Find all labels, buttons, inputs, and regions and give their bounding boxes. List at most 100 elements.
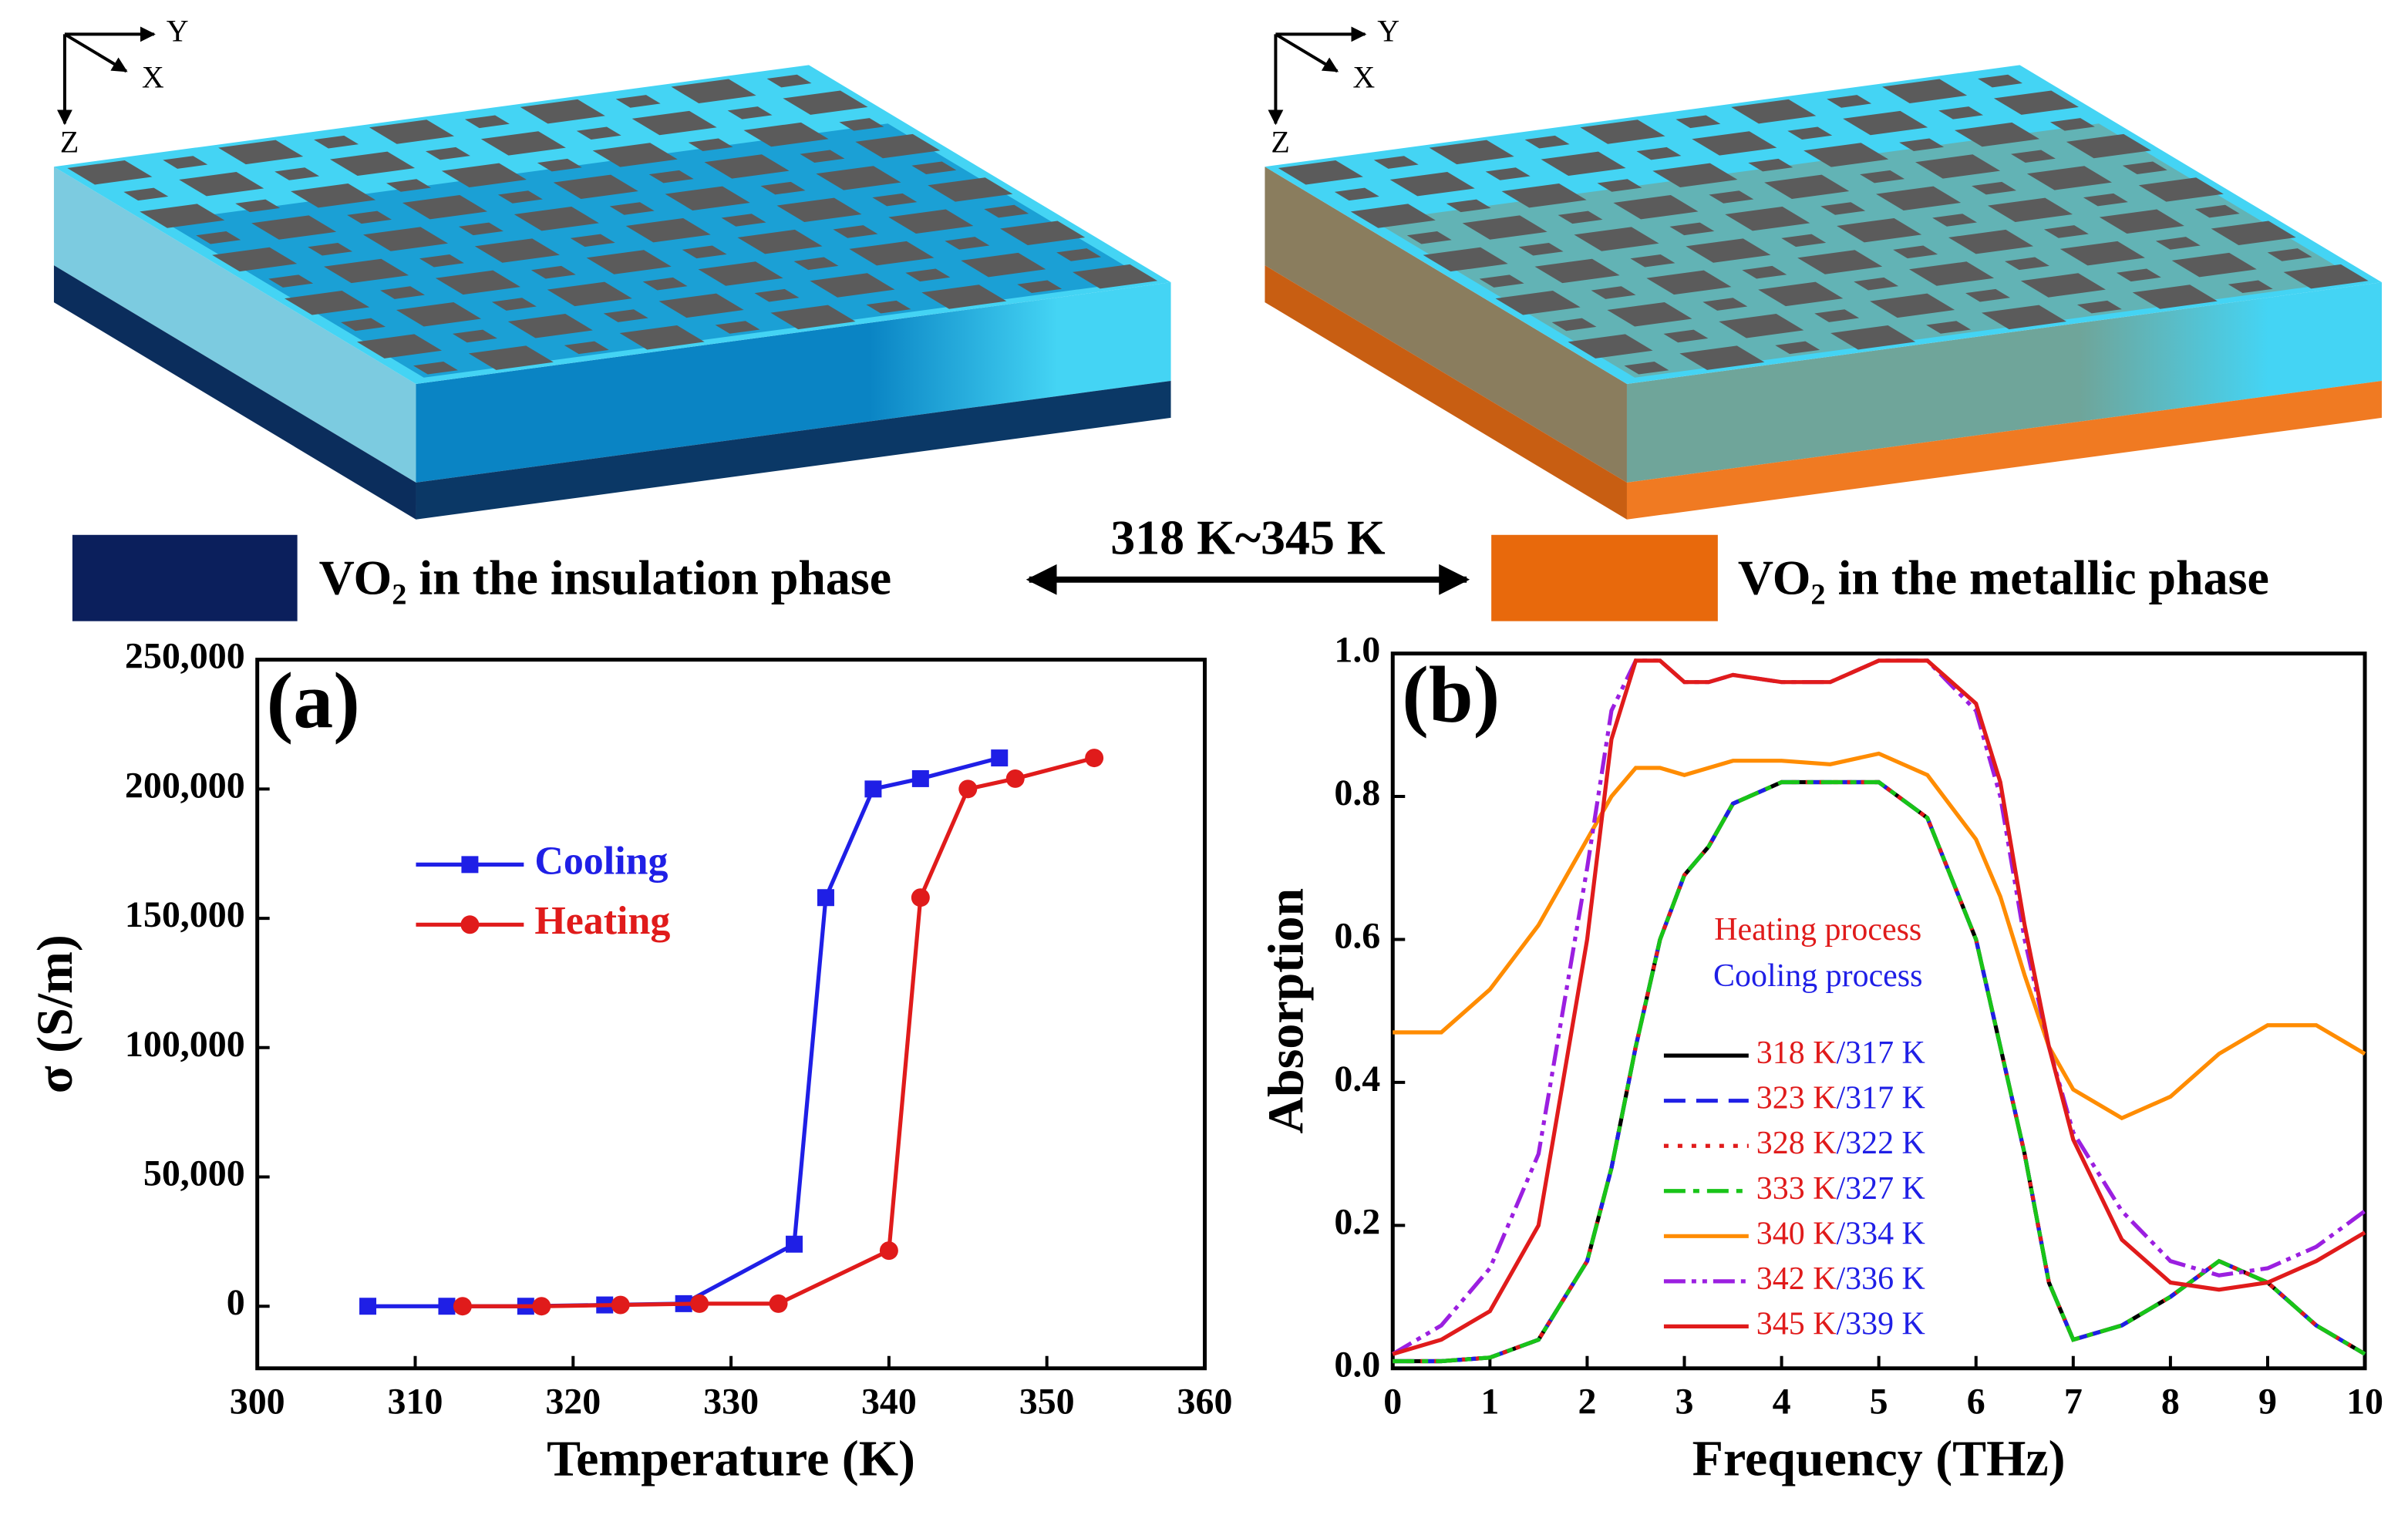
pattern-square [592, 143, 678, 167]
pattern-square [2138, 177, 2224, 202]
pattern-square [2228, 280, 2273, 294]
pattern-square [839, 118, 884, 131]
pattern-square [1893, 245, 1938, 259]
series-line [368, 756, 1000, 1308]
pattern-square [770, 305, 856, 330]
pattern-square [123, 187, 169, 201]
pattern-square [2099, 209, 2184, 234]
pattern-square [2194, 204, 2240, 218]
transition-label: 318 K~345 K [1110, 510, 1386, 564]
pattern-square [1692, 131, 1777, 156]
pattern-square [1607, 302, 1692, 327]
pattern-square [491, 298, 537, 311]
pattern-square [285, 291, 370, 315]
y-tick-label: 100,000 [125, 1024, 245, 1065]
pattern-square [800, 150, 845, 163]
pattern-square [810, 273, 895, 298]
pattern-square [1389, 171, 1475, 197]
x-tick-label: 300 [230, 1382, 285, 1422]
pattern-square [435, 270, 520, 295]
pattern-square [698, 261, 783, 286]
y-tick-label: 50,000 [143, 1153, 245, 1194]
pattern-square [1899, 138, 1945, 152]
x-tick-label: 3 [1675, 1382, 1694, 1422]
point-marker [532, 1297, 551, 1316]
pattern-square [2049, 118, 2095, 131]
y-axis-title: σ (S/m) [27, 934, 83, 1093]
pattern-square [441, 163, 527, 188]
point-marker [1005, 769, 1025, 788]
pattern-square [419, 254, 464, 268]
pattern-square [1758, 281, 1844, 307]
point-marker [690, 1294, 709, 1313]
pattern-square [1993, 90, 2080, 115]
legend-label: 340 K/334 K [1756, 1216, 1925, 1251]
pattern-square [1000, 221, 1086, 245]
pattern-square [783, 90, 868, 115]
pattern-square [1926, 321, 1972, 334]
pattern-square [235, 199, 281, 213]
pattern-square [1646, 270, 1732, 295]
pattern-square [212, 247, 298, 272]
axis-indicator-label: X [1352, 60, 1375, 95]
pattern-square [163, 156, 208, 169]
pattern-square [464, 115, 510, 129]
legend-label: 345 K/339 K [1756, 1306, 1925, 1342]
pattern-square [514, 206, 599, 231]
pattern-square [1803, 143, 1889, 167]
pattern-square [251, 215, 337, 240]
legend-label: 342 K/336 K [1756, 1261, 1925, 1296]
pattern-square [274, 167, 320, 180]
pattern-square [1580, 120, 1665, 144]
y-tick-label: 0 [227, 1282, 245, 1323]
pattern-square [369, 120, 455, 144]
pattern-square [458, 222, 503, 236]
x-tick-label: 5 [1870, 1382, 1888, 1422]
pattern-square [2267, 248, 2312, 261]
point-marker [786, 1235, 803, 1253]
x-tick-label: 2 [1578, 1382, 1596, 1422]
pattern-square [866, 300, 911, 314]
pattern-square [1624, 362, 1669, 375]
pattern-square [2171, 252, 2257, 278]
axis-indicator-label: Y [167, 14, 189, 49]
pattern-square [1781, 234, 1827, 247]
pattern-square [849, 241, 935, 266]
pattern-square [196, 231, 241, 244]
series-line [1392, 658, 2366, 1356]
legend-label: 318 K/317 K [1756, 1035, 1925, 1071]
pattern-square [1636, 146, 1682, 160]
series-line [1393, 779, 2366, 1364]
pattern-square [1663, 329, 1709, 343]
y-tick-label: 1.0 [1334, 630, 1380, 671]
pattern-square [341, 318, 386, 332]
x-tick-label: 10 [2346, 1382, 2383, 1422]
pattern-square [911, 161, 957, 175]
pattern-square [67, 160, 153, 185]
x-tick-label: 330 [703, 1382, 759, 1422]
pattern-square [682, 245, 727, 259]
pattern-square [1787, 126, 1833, 140]
pattern-square [553, 174, 638, 200]
pattern-square [1954, 122, 2040, 147]
legend-label: 323 K/317 K [1756, 1080, 1925, 1116]
pattern-square [1518, 242, 1564, 256]
pattern-square [961, 252, 1046, 278]
pattern-square [658, 293, 744, 318]
pattern-square [1830, 325, 1916, 350]
pattern-square [715, 321, 760, 334]
x-tick-label: 340 [861, 1382, 917, 1422]
pattern-square [688, 138, 733, 152]
pattern-square [1709, 190, 1754, 204]
pattern-square [1843, 110, 1928, 136]
pattern-square [1719, 314, 1804, 338]
pattern-square [1574, 227, 1659, 251]
pattern-square [1814, 309, 1860, 322]
pattern-square [704, 154, 790, 179]
point-marker [911, 888, 930, 907]
pattern-square [721, 214, 766, 227]
substrate-face [53, 265, 416, 520]
pattern-square [619, 325, 705, 350]
axis-indicator [1275, 32, 1339, 73]
point-marker [359, 1298, 377, 1315]
